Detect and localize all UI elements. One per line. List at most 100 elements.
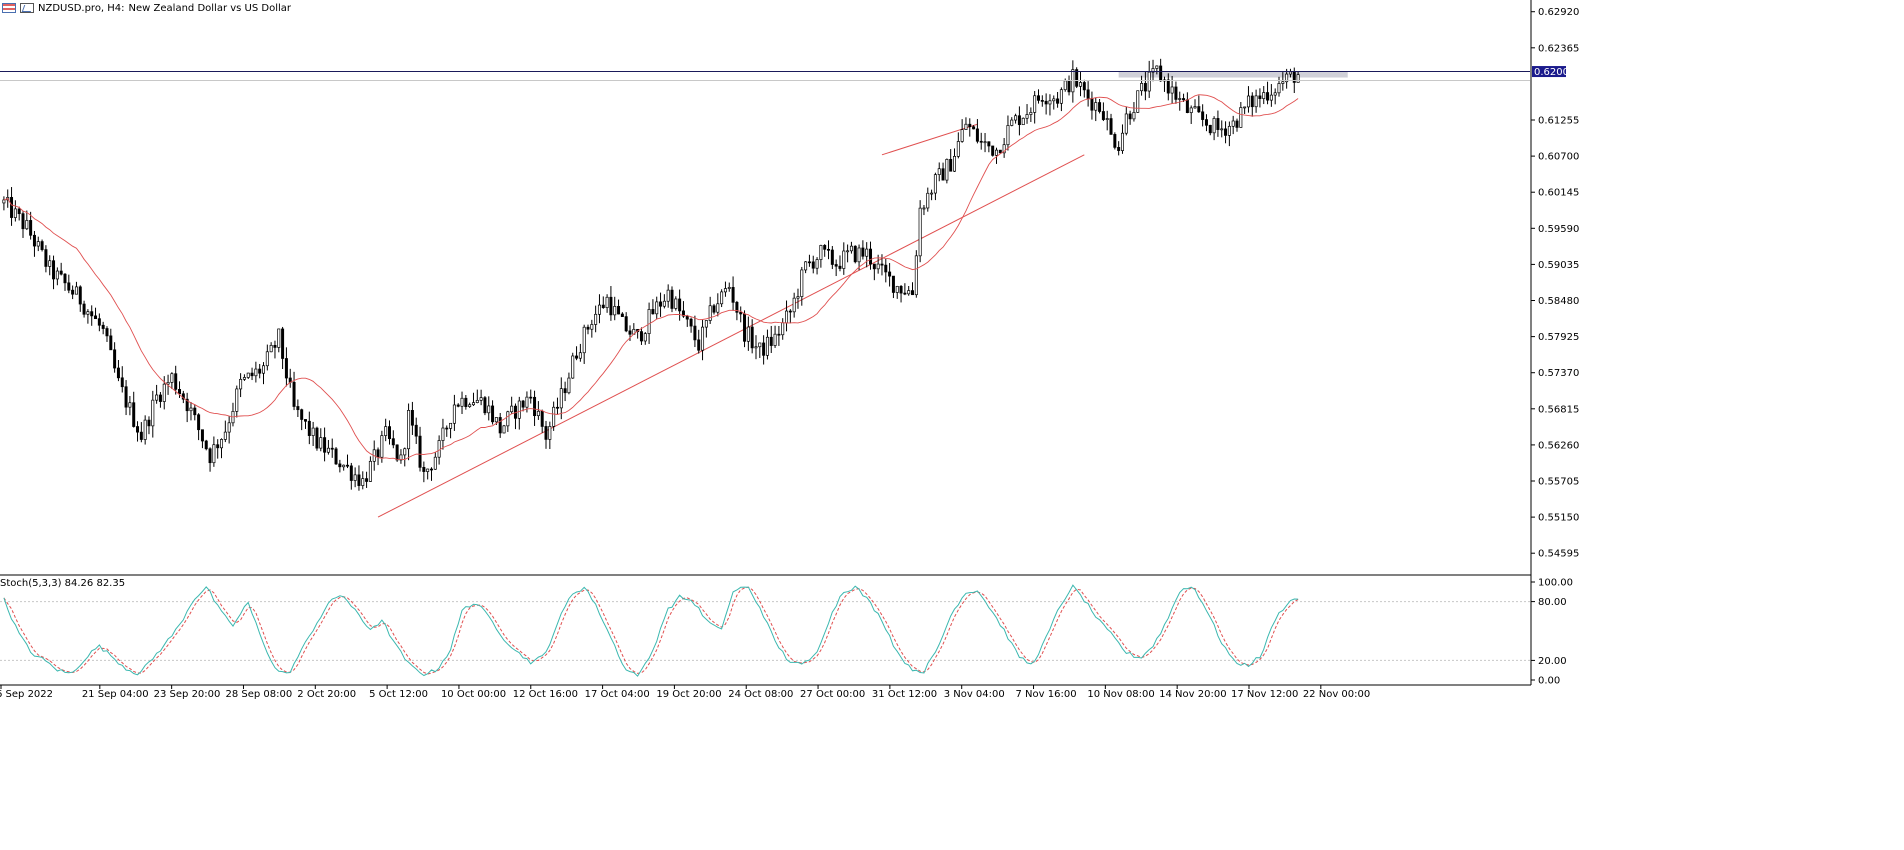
candle: [800, 266, 804, 306]
candle: [445, 425, 449, 437]
candle: [21, 211, 25, 238]
stochastic-panel[interactable]: Stoch(5,3,3) 84.26 82.35: [0, 578, 1531, 677]
stochastic-main-line: [3, 584, 1299, 677]
candle: [97, 313, 101, 332]
time-tick-label: 14 Nov 20:00: [1159, 689, 1226, 700]
candle: [365, 471, 369, 488]
candle: [548, 421, 552, 450]
candle: [349, 462, 353, 490]
candle: [811, 255, 815, 274]
candle: [311, 421, 315, 446]
candle: [674, 296, 678, 311]
candle: [815, 257, 819, 275]
chart-type-icon[interactable]: [20, 3, 34, 13]
candle: [1101, 102, 1105, 122]
candle: [498, 412, 502, 438]
candle: [456, 403, 460, 408]
candle: [995, 147, 998, 164]
candle: [651, 299, 655, 315]
candle: [754, 335, 758, 360]
current-price-badge-bg: [1532, 66, 1566, 78]
candle: [13, 200, 17, 222]
candle: [326, 439, 330, 455]
candle: [429, 467, 433, 481]
candle: [1166, 73, 1170, 101]
candle: [120, 366, 124, 393]
time-axis[interactable]: 6 Sep 2022 21 Sep 04:00 23 Sep 20:00 28 Sep…: [0, 685, 1370, 700]
trendline-main-support[interactable]: [377, 154, 1085, 518]
candle: [563, 381, 567, 402]
candle: [342, 464, 346, 471]
candle: [1193, 99, 1197, 109]
candle: [151, 390, 155, 438]
candle: [147, 416, 151, 435]
price-panel[interactable]: [0, 58, 1530, 518]
time-tick-label: 23 Sep 20:00: [154, 689, 221, 700]
candle: [307, 411, 311, 445]
candle: [1017, 106, 1021, 136]
candle: [200, 429, 204, 449]
candle: [239, 373, 243, 398]
candle: [1185, 92, 1189, 114]
candle: [1075, 67, 1079, 89]
candle: [659, 292, 663, 317]
candle: [529, 389, 533, 404]
time-tick-label: 17 Oct 04:00: [585, 689, 650, 700]
candle: [743, 310, 747, 348]
menu-icon[interactable]: [2, 3, 16, 13]
candle: [158, 392, 162, 408]
candle: [846, 244, 850, 263]
candle: [418, 426, 422, 472]
candle: [464, 395, 468, 410]
candle: [2, 196, 6, 211]
candle: [758, 342, 762, 358]
candle: [930, 189, 934, 201]
candle: [189, 401, 193, 421]
candle: [964, 117, 968, 130]
symbol-description: New Zealand Dollar vs US Dollar: [128, 2, 291, 14]
candle: [911, 282, 915, 296]
candle: [1109, 113, 1113, 135]
candle: [376, 447, 380, 466]
candle: [460, 391, 464, 415]
candle: [380, 430, 384, 463]
price-tick-label: 0.60145: [1538, 188, 1579, 199]
candle: [143, 415, 147, 445]
price-tick-label: 0.60700: [1538, 152, 1579, 163]
price-tick-label: 0.59590: [1538, 224, 1579, 235]
candle: [933, 172, 937, 201]
candle: [399, 449, 403, 464]
symbol-label: NZDUSD.pro, H4:: [38, 2, 125, 14]
candle: [1136, 90, 1140, 113]
candle: [594, 305, 598, 333]
price-axis[interactable]: 0.62920 0.62365 0.61255 0.60700 0.60145 0.595…: [1531, 7, 1579, 560]
candle: [857, 244, 861, 271]
candle: [666, 284, 670, 308]
candle: [403, 447, 407, 467]
stochastic-signal-line: [3, 586, 1299, 675]
candle: [708, 296, 712, 324]
candle: [1277, 76, 1281, 97]
candle: [59, 262, 63, 276]
candle: [1239, 102, 1243, 128]
time-tick-label: 5 Oct 12:00: [369, 689, 428, 700]
candle: [1201, 104, 1205, 127]
time-tick-label: 22 Nov 00:00: [1303, 689, 1370, 700]
candle: [220, 438, 224, 459]
trendlines[interactable]: [377, 123, 1085, 518]
candle: [620, 312, 624, 317]
stochastic-axis[interactable]: 100.00 80.00 20.00 0.00: [1531, 578, 1573, 687]
candle: [869, 241, 873, 270]
candle: [269, 342, 273, 353]
candle: [475, 389, 479, 404]
candle: [689, 317, 693, 333]
candle: [284, 347, 288, 387]
time-tick-label: 7 Nov 16:00: [1016, 689, 1077, 700]
candle: [1071, 60, 1075, 103]
candle: [479, 389, 483, 406]
chart-frame: [0, 0, 1532, 686]
candle: [1262, 86, 1266, 105]
candle: [223, 420, 227, 443]
candle: [1090, 91, 1094, 120]
